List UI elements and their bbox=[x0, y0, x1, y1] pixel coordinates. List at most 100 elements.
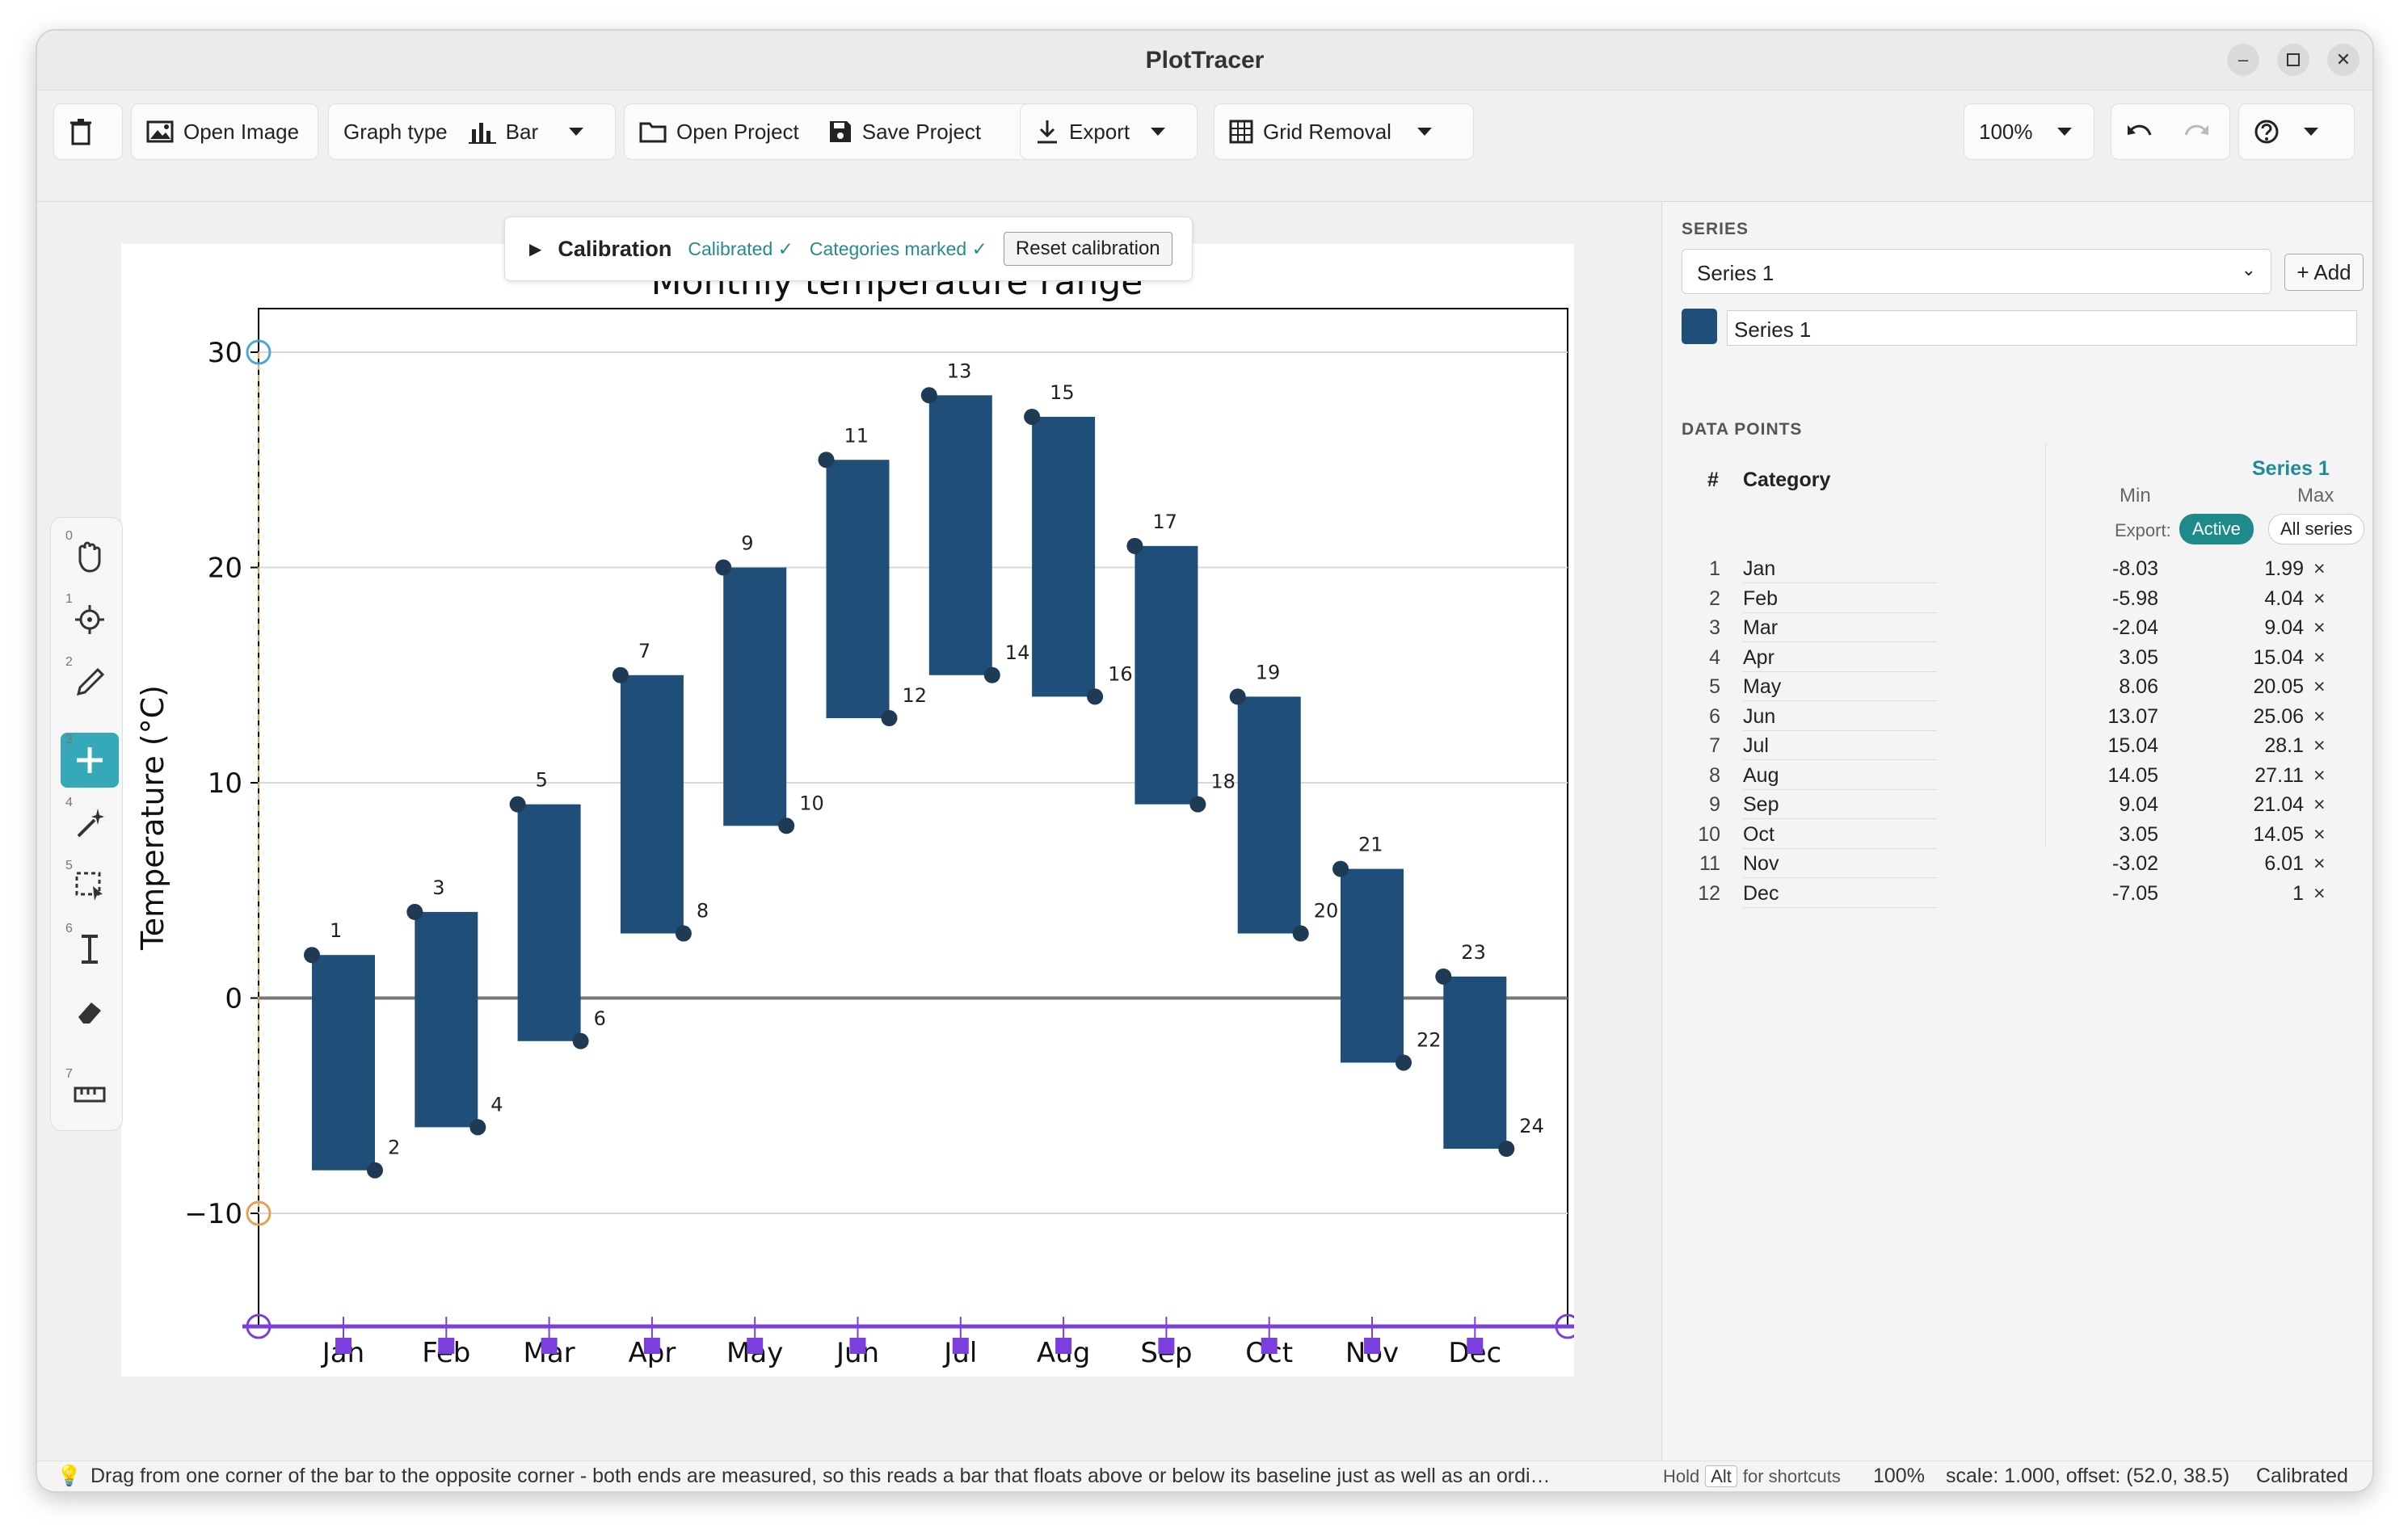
row-min-value[interactable]: 9.04 bbox=[2119, 793, 2158, 816]
export-all-series-toggle[interactable]: All series bbox=[2268, 514, 2365, 544]
bar-top-point[interactable] bbox=[304, 947, 320, 964]
bar[interactable] bbox=[723, 567, 787, 826]
row-min-value[interactable]: 3.05 bbox=[2119, 822, 2158, 846]
minimize-button[interactable]: – bbox=[2227, 44, 2259, 76]
category-marker[interactable] bbox=[1467, 1338, 1484, 1354]
row-category[interactable]: Apr bbox=[1743, 646, 1937, 672]
export-dropdown[interactable]: Export bbox=[1021, 104, 1180, 159]
row-max-value[interactable]: 1.99 bbox=[2264, 557, 2304, 580]
bar[interactable] bbox=[826, 460, 890, 719]
data-point-row[interactable]: 10 Oct 3.05 14.05 × bbox=[1682, 823, 2360, 852]
bar-top-point[interactable] bbox=[1229, 688, 1246, 705]
bar[interactable] bbox=[415, 911, 478, 1128]
data-point-row[interactable]: 6 Jun 13.07 25.06 × bbox=[1682, 705, 2360, 734]
bar-bottom-point[interactable] bbox=[469, 1119, 486, 1136]
y-calibration-handle[interactable] bbox=[246, 339, 272, 365]
category-marker[interactable] bbox=[1364, 1338, 1380, 1354]
category-marker[interactable] bbox=[541, 1338, 558, 1354]
data-point-row[interactable]: 11 Nov -3.02 6.01 × bbox=[1682, 852, 2360, 881]
row-category[interactable]: May bbox=[1743, 675, 1937, 701]
undo-button[interactable] bbox=[2111, 104, 2168, 159]
redo-button[interactable] bbox=[2168, 104, 2225, 159]
tool-pencil-button[interactable]: 2 bbox=[61, 655, 119, 710]
row-max-value[interactable]: 1 bbox=[2292, 881, 2304, 905]
row-category[interactable]: Mar bbox=[1743, 616, 1937, 642]
bar-top-point[interactable] bbox=[406, 903, 423, 920]
bar[interactable] bbox=[1443, 976, 1507, 1150]
bar-bottom-point[interactable] bbox=[675, 925, 692, 942]
canvas-area[interactable]: ▶ Calibration Calibrated ✓ Categories ma… bbox=[37, 202, 1661, 1461]
row-category[interactable]: Sep bbox=[1743, 793, 1937, 819]
remove-point-icon[interactable]: × bbox=[2313, 852, 2326, 875]
x-calibration-handle[interactable] bbox=[246, 1314, 272, 1339]
data-point-row[interactable]: 9 Sep 9.04 21.04 × bbox=[1682, 793, 2360, 822]
row-category[interactable]: Jul bbox=[1743, 734, 1937, 760]
row-max-value[interactable]: 4.04 bbox=[2264, 586, 2304, 610]
bar-bottom-point[interactable] bbox=[1292, 925, 1309, 942]
bar[interactable] bbox=[1341, 868, 1404, 1063]
data-point-row[interactable]: 7 Jul 15.04 28.1 × bbox=[1682, 734, 2360, 763]
row-max-value[interactable]: 27.11 bbox=[2254, 763, 2304, 787]
data-point-row[interactable]: 8 Aug 14.05 27.11 × bbox=[1682, 764, 2360, 793]
category-marker[interactable] bbox=[643, 1338, 660, 1354]
remove-point-icon[interactable]: × bbox=[2313, 557, 2326, 580]
bar-top-point[interactable] bbox=[612, 666, 629, 683]
bar-top-point[interactable] bbox=[920, 387, 937, 404]
row-category[interactable]: Dec bbox=[1743, 882, 1937, 908]
tool-ruler-button[interactable]: 7 bbox=[61, 1067, 119, 1122]
bar[interactable] bbox=[928, 395, 992, 675]
bar[interactable] bbox=[1237, 696, 1301, 934]
add-series-button[interactable]: + Add bbox=[2284, 254, 2364, 291]
tool-eraser-button[interactable] bbox=[61, 985, 119, 1040]
row-min-value[interactable]: 14.05 bbox=[2107, 763, 2158, 787]
row-min-value[interactable]: -7.05 bbox=[2112, 881, 2158, 905]
data-point-row[interactable]: 5 May 8.06 20.05 × bbox=[1682, 675, 2360, 704]
row-min-value[interactable]: 15.04 bbox=[2107, 734, 2158, 757]
remove-point-icon[interactable]: × bbox=[2313, 586, 2326, 610]
maximize-button[interactable] bbox=[2277, 44, 2309, 76]
remove-point-icon[interactable]: × bbox=[2313, 763, 2326, 787]
remove-point-icon[interactable]: × bbox=[2313, 704, 2326, 728]
row-max-value[interactable]: 21.04 bbox=[2253, 793, 2304, 816]
bar-top-point[interactable] bbox=[1435, 968, 1452, 985]
open-project-button[interactable]: Open Project bbox=[625, 104, 814, 159]
remove-point-icon[interactable]: × bbox=[2313, 881, 2326, 905]
remove-point-icon[interactable]: × bbox=[2313, 616, 2326, 639]
help-dropdown[interactable] bbox=[2239, 104, 2333, 159]
tool-vertical-measure-button[interactable]: 6 bbox=[61, 922, 119, 977]
data-point-row[interactable]: 4 Apr 3.05 15.04 × bbox=[1682, 646, 2360, 675]
row-min-value[interactable]: 8.06 bbox=[2119, 675, 2158, 698]
row-category[interactable]: Oct bbox=[1743, 823, 1937, 849]
row-max-value[interactable]: 6.01 bbox=[2264, 852, 2304, 875]
row-category[interactable]: Feb bbox=[1743, 587, 1937, 613]
bar-top-point[interactable] bbox=[818, 452, 835, 469]
tool-crosshair-button[interactable]: 1 bbox=[61, 592, 119, 647]
save-project-button[interactable]: Save Project bbox=[814, 104, 996, 159]
data-point-row[interactable]: 2 Feb -5.98 4.04 × bbox=[1682, 587, 2360, 616]
data-point-row[interactable]: 12 Dec -7.05 1 × bbox=[1682, 882, 2360, 911]
bar-bottom-point[interactable] bbox=[1087, 688, 1104, 705]
remove-point-icon[interactable]: × bbox=[2313, 675, 2326, 698]
row-max-value[interactable]: 28.1 bbox=[2264, 734, 2304, 757]
category-marker[interactable] bbox=[1261, 1338, 1278, 1354]
export-active-toggle[interactable]: Active bbox=[2179, 514, 2254, 544]
category-marker[interactable] bbox=[1055, 1338, 1072, 1354]
bar[interactable] bbox=[312, 955, 375, 1171]
bar-bottom-point[interactable] bbox=[778, 818, 795, 834]
series-select[interactable]: Series 1 ⌄ bbox=[1682, 249, 2271, 294]
remove-point-icon[interactable]: × bbox=[2313, 645, 2326, 669]
category-marker[interactable] bbox=[335, 1338, 352, 1354]
bar[interactable] bbox=[517, 804, 581, 1041]
bar-top-point[interactable] bbox=[1024, 408, 1041, 425]
zoom-dropdown[interactable]: 100% bbox=[1964, 104, 2086, 159]
bar-bottom-point[interactable] bbox=[367, 1162, 383, 1179]
tool-selection-button[interactable]: 5 bbox=[61, 859, 119, 914]
close-button[interactable]: ✕ bbox=[2327, 44, 2360, 76]
category-marker[interactable] bbox=[438, 1338, 455, 1354]
bar-bottom-point[interactable] bbox=[1498, 1141, 1515, 1158]
remove-point-icon[interactable]: × bbox=[2313, 734, 2326, 757]
bar-bottom-point[interactable] bbox=[881, 710, 898, 727]
row-max-value[interactable]: 15.04 bbox=[2253, 645, 2304, 669]
row-min-value[interactable]: 3.05 bbox=[2119, 645, 2158, 669]
